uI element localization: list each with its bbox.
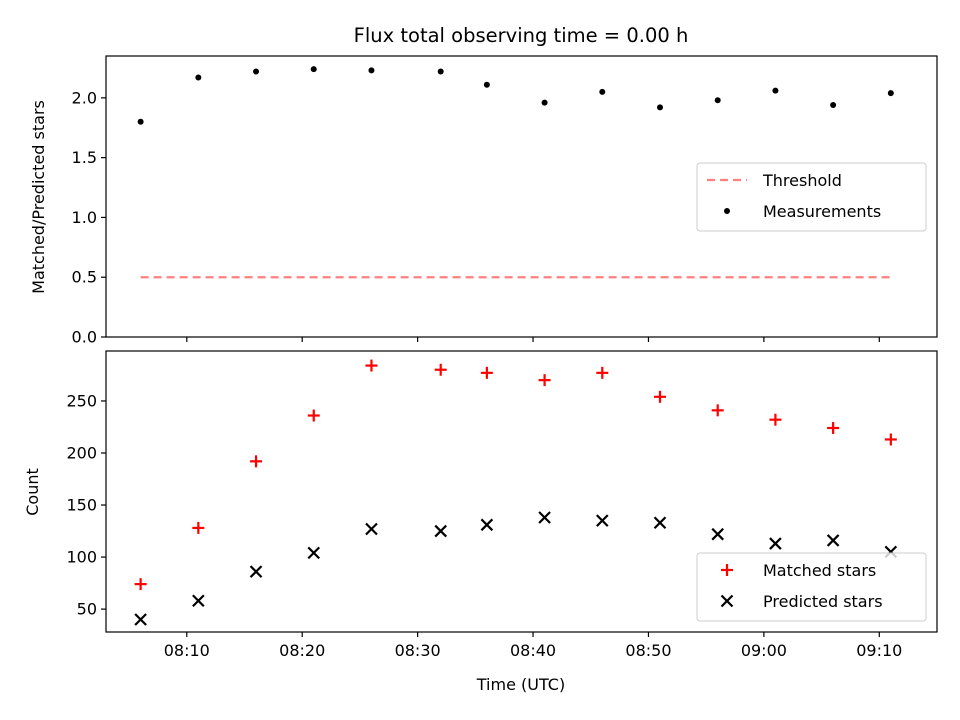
- legend-predicted-swatch: [720, 594, 734, 608]
- measurement-point: [830, 102, 837, 109]
- x-stroke-b: [653, 516, 667, 530]
- x-stroke-b: [826, 534, 840, 547]
- matched-star-point: [596, 366, 609, 379]
- x-tick-label: 08:40: [510, 641, 556, 660]
- x-stroke-b: [249, 565, 263, 578]
- matched-star-point: [365, 359, 378, 372]
- predicted-star-point: [480, 518, 494, 532]
- measurement-point: [368, 67, 375, 74]
- chart-title: Flux total observing time = 0.00 h: [354, 24, 689, 47]
- x-stroke-b: [434, 524, 447, 538]
- x-tick-label: 09:10: [856, 641, 902, 660]
- y-tick-label: 0.5: [72, 268, 97, 287]
- legend-label: Matched stars: [763, 561, 876, 580]
- y-tick-label: 50: [77, 600, 97, 619]
- measurement-point: [887, 90, 894, 97]
- legend-box: [696, 552, 927, 622]
- x-stroke-b: [307, 546, 321, 560]
- legend-label: Predicted stars: [763, 592, 883, 611]
- ratio-panel: 0.00.51.01.52.0 Matched/Predicted stars …: [29, 55, 938, 347]
- legend-box: [696, 162, 927, 232]
- measurement-point: [137, 118, 144, 125]
- matched-star-point: [769, 413, 782, 426]
- x-axis-label: Time (UTC): [476, 675, 565, 694]
- predicted-star-point: [192, 594, 205, 608]
- x-stroke-b: [480, 518, 494, 532]
- y-tick-label: 100: [66, 548, 97, 567]
- y-tick-label: 1.5: [72, 148, 97, 167]
- predicted-star-point: [434, 524, 447, 538]
- matched-star-point: [538, 374, 551, 387]
- x-stroke-b: [192, 594, 205, 608]
- measurement-point: [714, 97, 721, 104]
- matched-star-point: [434, 363, 447, 376]
- matched-star-point: [711, 404, 724, 417]
- x-stroke-b: [134, 613, 147, 626]
- matched-star-point: [250, 455, 263, 468]
- predicted-star-point: [134, 613, 147, 626]
- matched-star-point: [192, 521, 205, 534]
- measurement-point: [541, 99, 548, 106]
- legend-label: Threshold: [762, 171, 842, 190]
- x-tick-label: 08:10: [164, 641, 210, 660]
- measurement-point: [599, 88, 606, 95]
- matched-star-point: [654, 390, 666, 403]
- x-stroke-b: [720, 594, 734, 608]
- legend-label: Measurements: [763, 202, 881, 221]
- predicted-star-point: [826, 534, 840, 547]
- count-panel: 50 100 150 200 250 08:10 08:20 08:30 08:40 08:50…: [23, 350, 938, 660]
- x-tick-label: 09:00: [741, 641, 787, 660]
- y-tick-label: 200: [66, 443, 97, 462]
- measurement-point: [253, 68, 260, 75]
- legend-matched-swatch: [721, 564, 733, 576]
- y-tick-label: 1.0: [72, 208, 97, 227]
- legend-measurement-swatch: [724, 208, 730, 214]
- x-tick-label: 08:20: [279, 641, 325, 660]
- measurement-point: [437, 68, 444, 75]
- measurement-point: [657, 104, 663, 111]
- y-tick-label: 0.0: [72, 328, 97, 347]
- measurement-point: [195, 74, 202, 81]
- predicted-star-point: [711, 527, 724, 541]
- predicted-star-point: [365, 522, 378, 536]
- x-stroke-b: [769, 537, 782, 550]
- ratio-y-axis-label: Matched/Predicted stars: [29, 100, 48, 294]
- predicted-star-point: [653, 516, 667, 530]
- x-stroke-b: [596, 514, 609, 527]
- matched-star-point: [827, 422, 840, 435]
- matched-star-point: [134, 578, 147, 591]
- measurement-point: [772, 87, 779, 94]
- y-tick-label: 250: [66, 391, 97, 410]
- x-stroke-b: [538, 511, 551, 524]
- matched-star-point: [307, 409, 320, 422]
- predicted-star-point: [769, 537, 782, 550]
- x-tick-label: 08:50: [625, 641, 671, 660]
- y-tick-label: 2.0: [72, 88, 97, 107]
- x-stroke-b: [365, 522, 378, 536]
- predicted-star-point: [249, 565, 263, 578]
- x-stroke-b: [711, 527, 724, 541]
- x-tick-label: 08:30: [395, 641, 441, 660]
- count-y-axis-label: Count: [23, 468, 42, 516]
- matched-star-point: [480, 366, 493, 379]
- matched-star-point: [884, 433, 897, 446]
- y-tick-label: 150: [66, 496, 97, 515]
- predicted-star-point: [538, 511, 551, 524]
- predicted-star-point: [307, 546, 321, 560]
- measurement-point: [483, 81, 490, 88]
- predicted-star-point: [596, 514, 609, 527]
- measurement-point: [310, 66, 317, 73]
